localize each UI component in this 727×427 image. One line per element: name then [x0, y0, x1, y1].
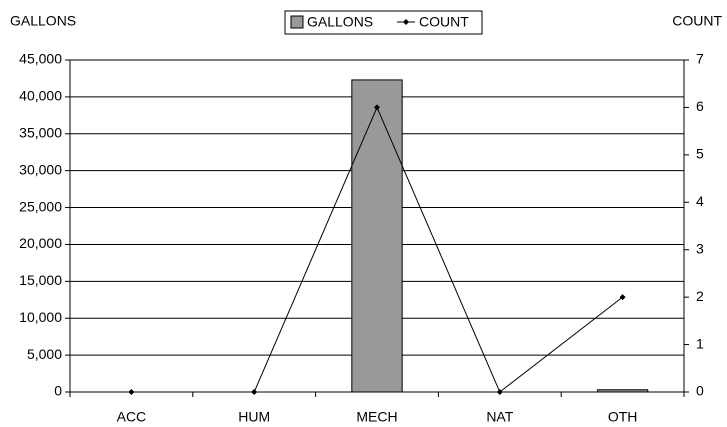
x-tick-label: MECH — [356, 409, 397, 425]
legend-swatch — [403, 19, 409, 25]
y2-tick-label: 7 — [696, 51, 704, 67]
x-tick-label: NAT — [486, 409, 513, 425]
y-tick-label: 5,000 — [27, 346, 62, 362]
y2-tick-label: 5 — [696, 146, 704, 162]
y-tick-label: 15,000 — [19, 272, 62, 288]
y-tick-label: 10,000 — [19, 309, 62, 325]
y-tick-label: 45,000 — [19, 51, 62, 67]
y-tick-label: 30,000 — [19, 161, 62, 177]
y-tick-label: 20,000 — [19, 235, 62, 251]
legend-label: COUNT — [419, 14, 469, 30]
y2-tick-label: 0 — [696, 383, 704, 399]
y-tick-label: 0 — [54, 383, 62, 399]
y2-tick-label: 4 — [696, 193, 704, 209]
y2-tick-label: 1 — [696, 335, 704, 351]
y-tick-label: 40,000 — [19, 88, 62, 104]
legend-box — [284, 10, 483, 35]
y2-tick-label: 6 — [696, 98, 704, 114]
marker — [128, 389, 135, 395]
y-tick-label: 35,000 — [19, 124, 62, 140]
legend-label: GALLONS — [307, 14, 373, 30]
y2-axis-title: COUNT — [672, 13, 722, 29]
marker — [251, 389, 258, 395]
y2-tick-label: 2 — [696, 288, 704, 304]
y-axis-title: GALLONS — [10, 13, 76, 29]
legend-swatch — [290, 15, 304, 29]
bar — [351, 79, 403, 393]
marker — [374, 104, 380, 111]
marker — [619, 294, 626, 301]
x-tick-label: OTH — [608, 409, 638, 425]
x-tick-label: ACC — [117, 409, 147, 425]
y-tick-label: 25,000 — [19, 198, 62, 214]
marker — [496, 389, 503, 395]
y2-tick-label: 3 — [696, 240, 704, 256]
bar — [596, 389, 649, 393]
x-tick-label: HUM — [238, 409, 270, 425]
